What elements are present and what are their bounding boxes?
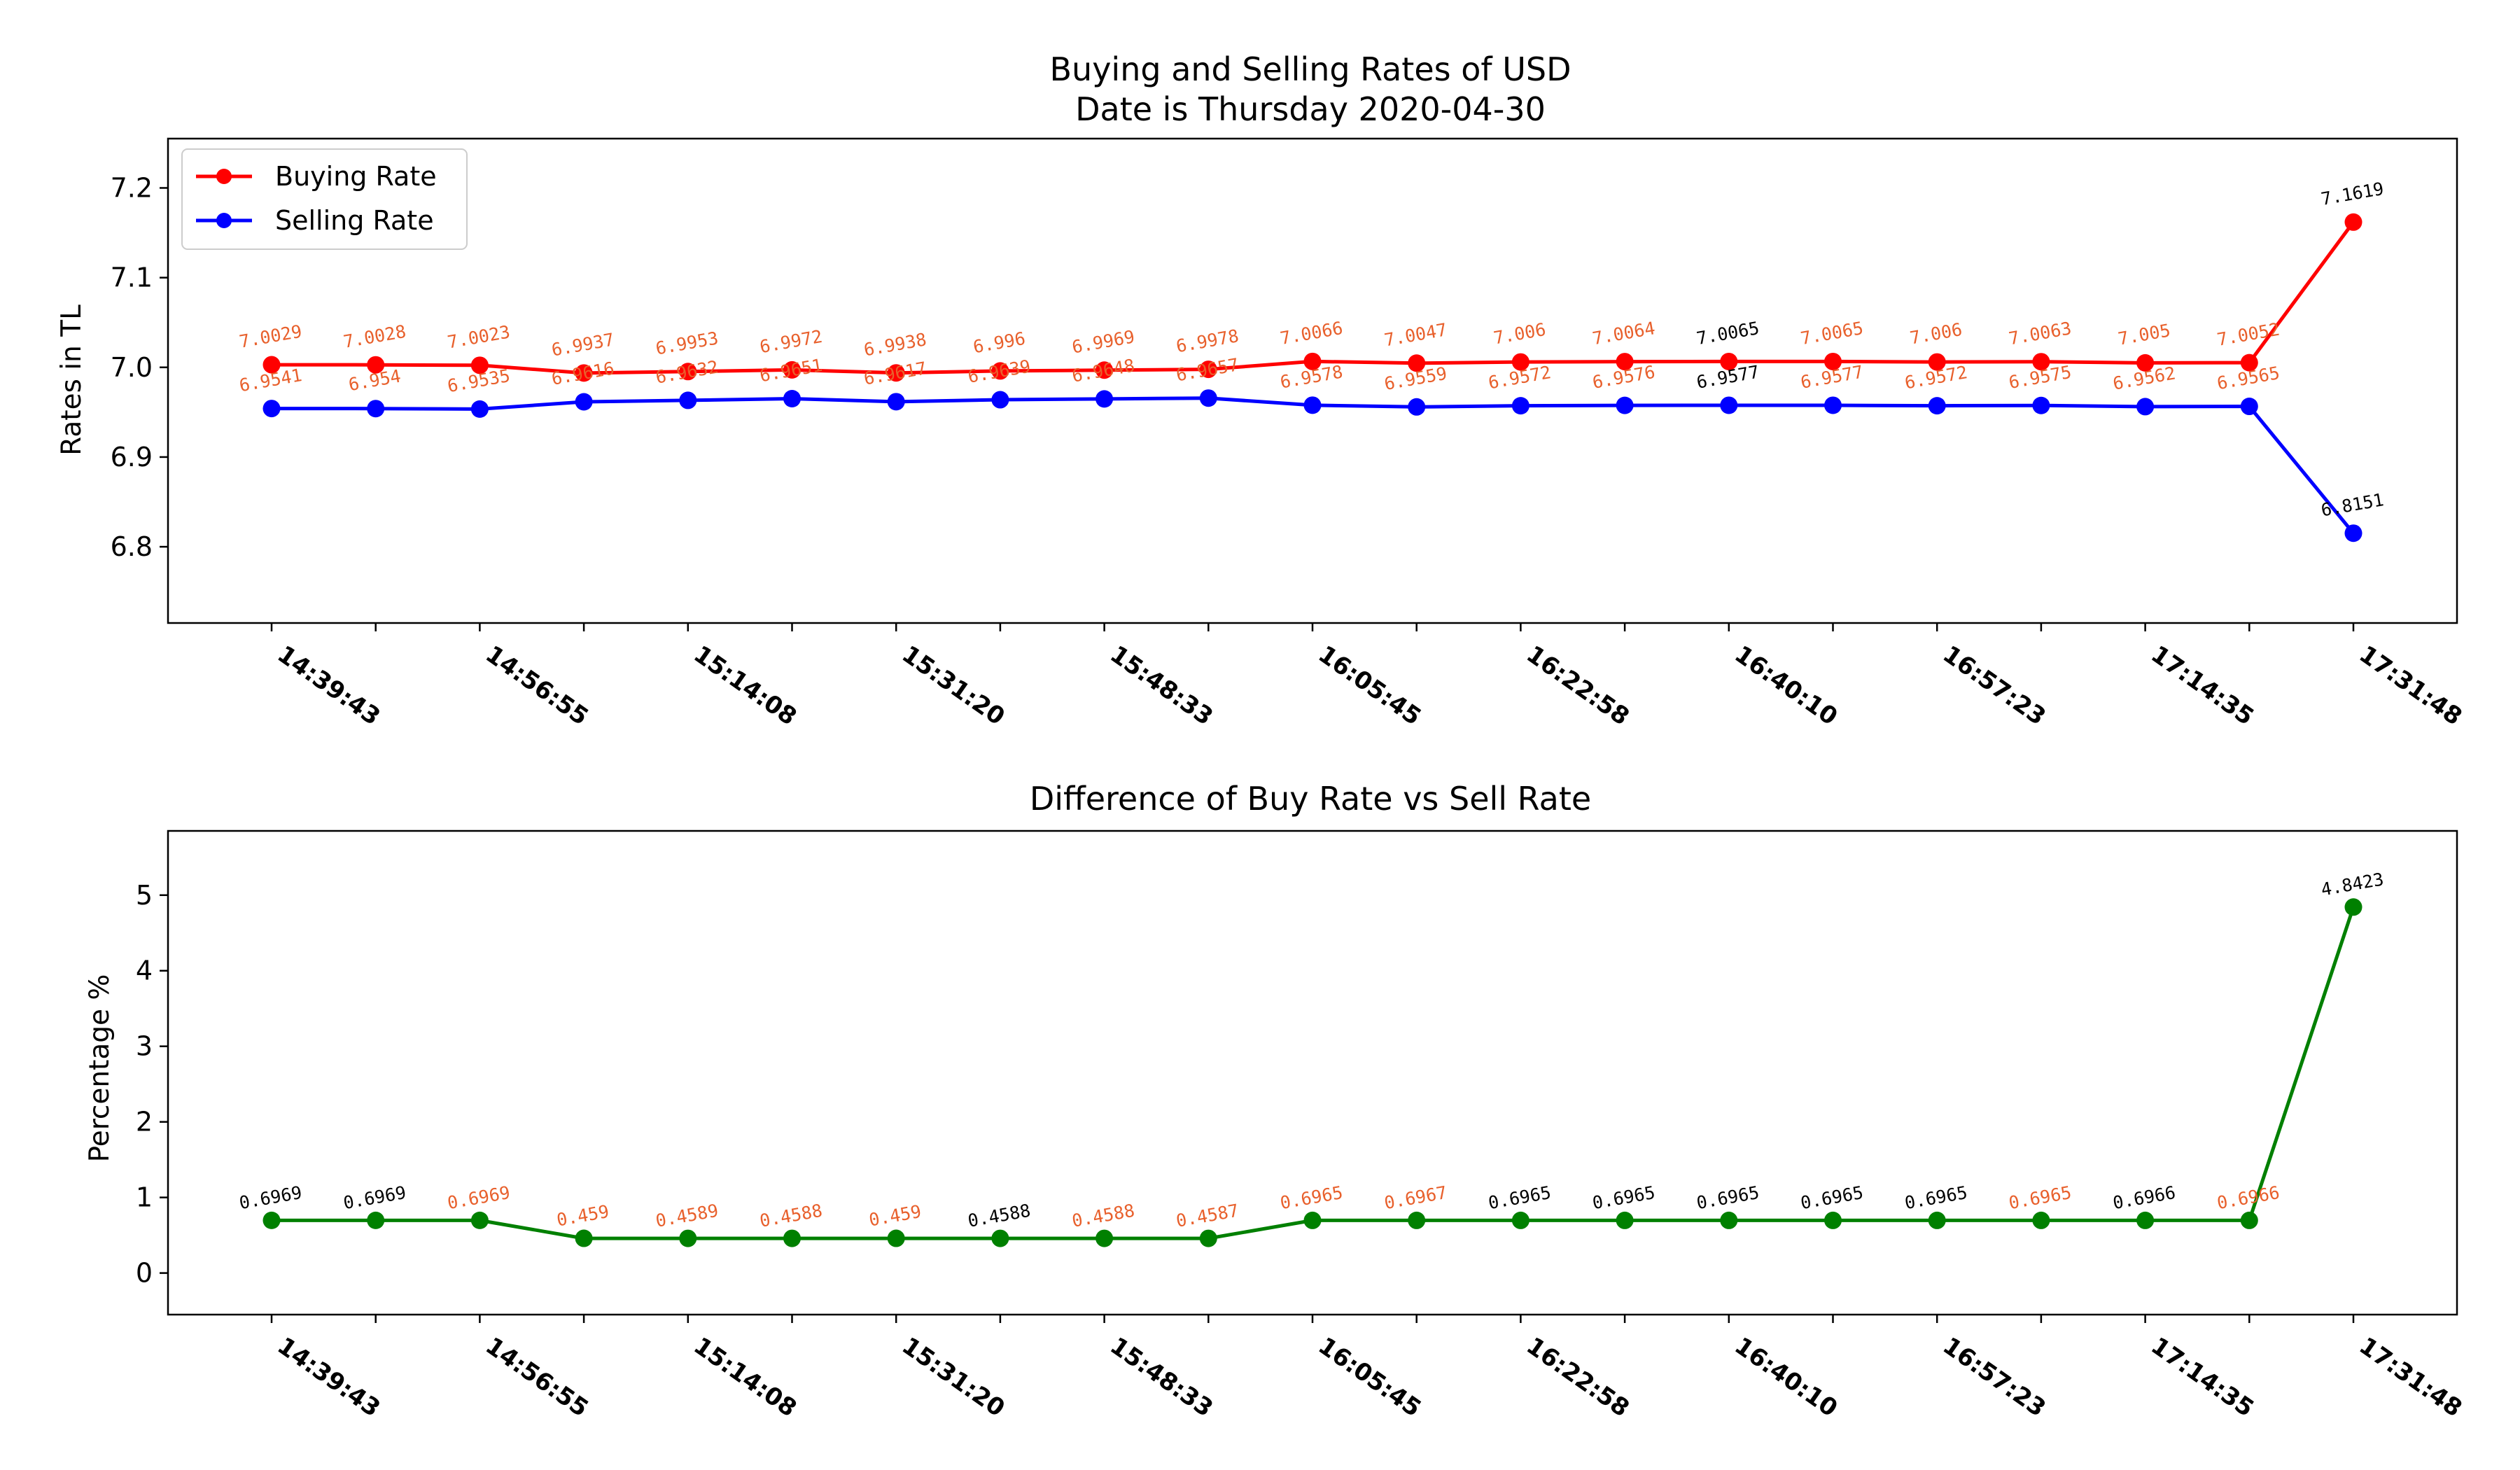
rates-series-0-point xyxy=(1824,352,1842,370)
difference-series-0-point xyxy=(1824,1211,1842,1229)
rates-series-0-point xyxy=(2136,354,2155,372)
rates-y-axis-label: Rates in TL xyxy=(56,304,88,456)
rates-series-0-point xyxy=(2344,213,2362,231)
difference-y-tick-label: 5 xyxy=(136,880,153,911)
difference-series-0-point xyxy=(2344,898,2362,916)
rates-series-0-point xyxy=(1928,353,1946,371)
difference-series-0-point xyxy=(2240,1211,2258,1229)
rates-series-1-point xyxy=(1408,398,1426,416)
difference-series-0-point xyxy=(1720,1211,1738,1229)
legend-frame xyxy=(181,148,468,250)
difference-series-0-point xyxy=(1616,1211,1634,1229)
difference-series-0-point xyxy=(1928,1211,1946,1229)
rates-y-tick-label: 7.2 xyxy=(111,172,153,203)
rates-series-1-point xyxy=(783,390,801,408)
difference-y-tick-label: 3 xyxy=(136,1031,153,1062)
rates-series-0-point xyxy=(2240,354,2258,372)
difference-series-0-point xyxy=(2032,1211,2050,1229)
rates-series-0-point xyxy=(1720,352,1738,370)
difference-series-0-point xyxy=(575,1229,593,1247)
difference-y-axis-label: Percentage % xyxy=(84,974,115,1163)
rates-series-1-point xyxy=(367,400,385,418)
difference-series-0-point xyxy=(679,1229,697,1247)
rates-series-1-point xyxy=(2344,524,2362,542)
rates-series-0-point xyxy=(783,360,801,379)
rates-y-tick-label: 6.8 xyxy=(111,531,153,562)
rates-series-1-point xyxy=(1616,396,1634,414)
legend-buying-marker xyxy=(216,169,232,184)
rates-series-0-point xyxy=(887,364,905,382)
rates-series-1-point xyxy=(470,400,489,418)
rates-series-0-point xyxy=(1096,361,1114,379)
difference-series-0-point xyxy=(2136,1211,2155,1229)
rates-series-1-point xyxy=(575,393,593,411)
rates-chart-title: Buying and Selling Rates of USD xyxy=(1050,50,1572,88)
rates-series-0-point xyxy=(470,356,489,374)
rates-series-1-point xyxy=(991,391,1009,409)
rates-legend: Buying Rate Selling Rate xyxy=(181,148,468,250)
rates-series-0-point xyxy=(575,364,593,382)
rates-series-0-point xyxy=(1199,360,1217,379)
rates-chart-subtitle: Date is Thursday 2020-04-30 xyxy=(1075,90,1546,128)
difference-series-0-point xyxy=(1408,1211,1426,1229)
rates-series-1-point xyxy=(1303,396,1322,414)
difference-series-0-point xyxy=(887,1229,905,1247)
difference-series-0-point xyxy=(991,1229,1009,1247)
difference-series-0-point xyxy=(367,1211,385,1229)
difference-y-tick-label: 0 xyxy=(136,1258,153,1289)
rates-series-1-point xyxy=(2136,398,2155,416)
rates-series-0-point xyxy=(2032,353,2050,371)
legend-selling-label: Selling Rate xyxy=(275,205,434,236)
rates-series-0-point xyxy=(991,362,1009,380)
difference-series-0-point xyxy=(262,1211,281,1229)
rates-series-1-point xyxy=(262,400,281,418)
difference-series-0-point xyxy=(1511,1211,1530,1229)
rates-series-0-point xyxy=(1303,352,1322,370)
difference-series-0-point xyxy=(470,1211,489,1229)
rates-series-1-point xyxy=(2240,398,2258,416)
rates-series-1-point xyxy=(1199,389,1217,407)
rates-series-1-point xyxy=(2032,396,2050,414)
rates-y-tick-label: 7.1 xyxy=(111,262,153,293)
rates-series-1-point xyxy=(887,393,905,411)
difference-series-0-point xyxy=(783,1229,801,1247)
difference-series-0-point xyxy=(1096,1229,1114,1247)
difference-y-tick-label: 4 xyxy=(136,955,153,986)
legend-selling-marker xyxy=(216,213,232,228)
difference-y-tick-label: 2 xyxy=(136,1107,153,1138)
rates-series-0-point xyxy=(1511,353,1530,371)
rates-series-1-point xyxy=(1096,390,1114,408)
difference-series-0-point xyxy=(1199,1229,1217,1247)
difference-y-tick-label: 1 xyxy=(136,1182,153,1213)
rates-series-1-point xyxy=(1511,397,1530,415)
rates-series-0-point xyxy=(262,356,281,374)
difference-series-0-point xyxy=(1303,1211,1322,1229)
legend-buying-label: Buying Rate xyxy=(275,161,437,192)
rates-series-1-point xyxy=(679,391,697,410)
rates-series-1-point xyxy=(1824,396,1842,414)
rates-y-tick-label: 7.0 xyxy=(111,352,153,383)
rates-series-0-point xyxy=(679,363,697,381)
rates-series-1-point xyxy=(1720,396,1738,414)
rates-series-0-point xyxy=(1408,354,1426,372)
rates-y-tick-label: 6.9 xyxy=(111,442,153,472)
difference-chart-title: Difference of Buy Rate vs Sell Rate xyxy=(1030,780,1591,818)
rates-series-0-point xyxy=(367,356,385,374)
rates-series-1-point xyxy=(1928,397,1946,415)
rates-series-0-point xyxy=(1616,353,1634,371)
